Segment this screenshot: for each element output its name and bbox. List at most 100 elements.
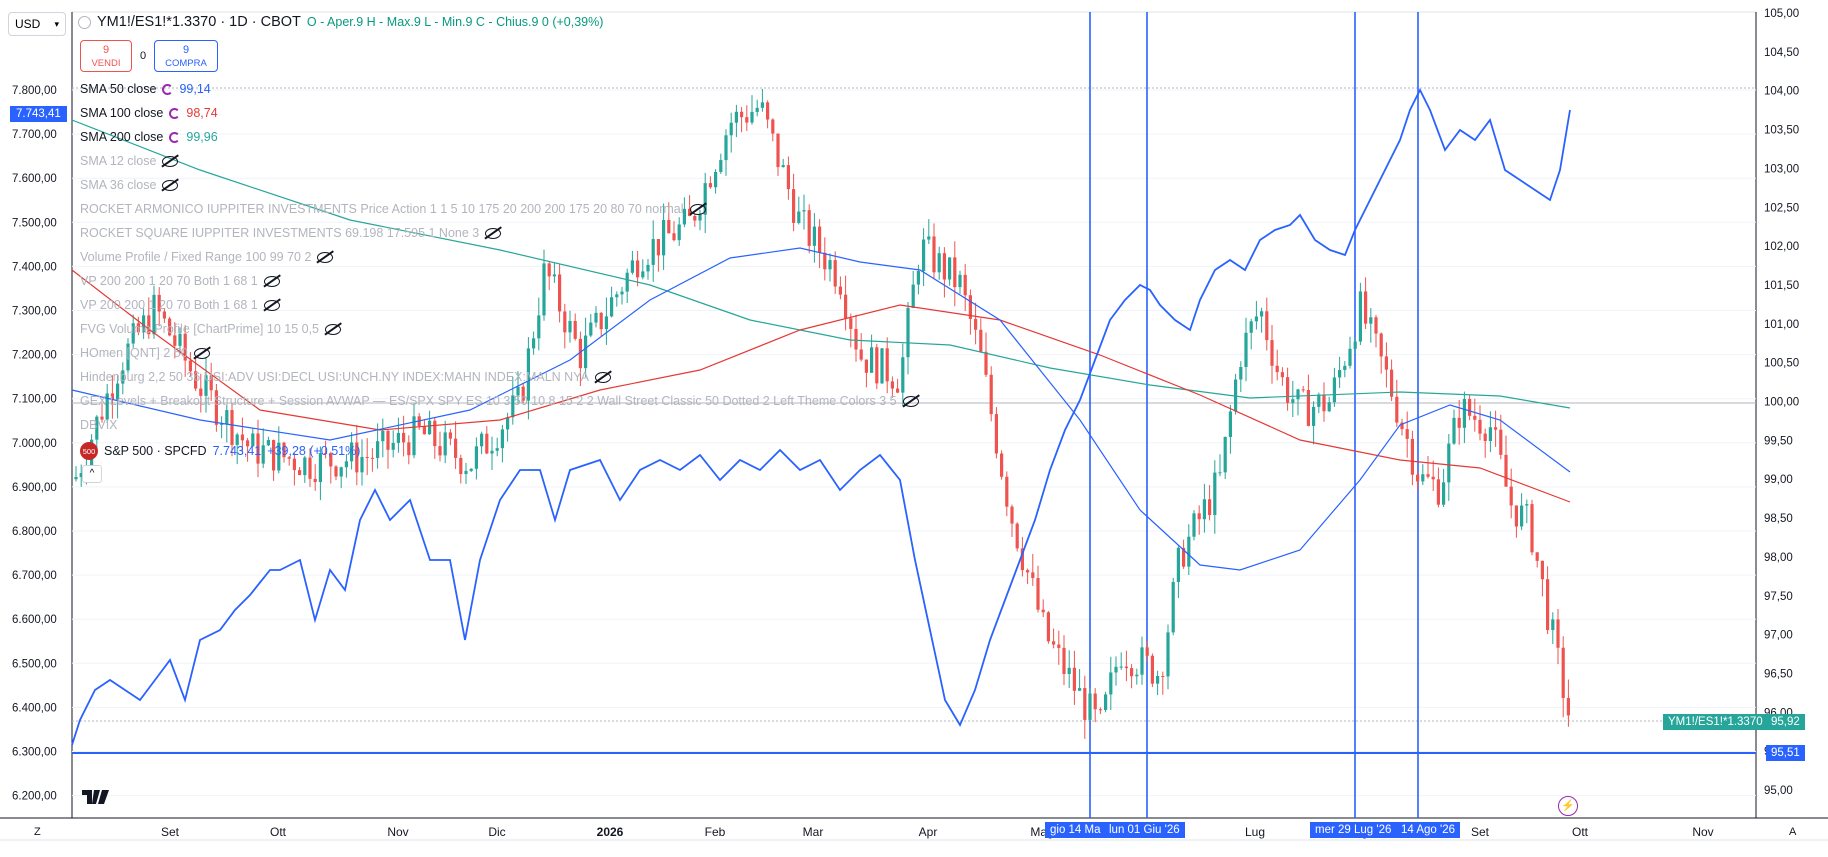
indicator-row[interactable]: Volume Profile / Fixed Range 100 99 70 2	[80, 250, 334, 264]
candle-body	[370, 457, 374, 459]
candle-body	[521, 386, 525, 401]
candle-body	[885, 348, 889, 382]
eye-hidden-icon[interactable]	[325, 323, 341, 335]
candle-body	[636, 260, 640, 278]
indicator-label: ROCKET SQUARE IUPPITER INVESTMENTS 69.19…	[80, 226, 480, 240]
candle-body	[953, 257, 957, 288]
candle-body	[438, 446, 442, 456]
eye-hidden-icon[interactable]	[162, 155, 179, 167]
auto-scale-button[interactable]: A	[1789, 826, 1797, 838]
eye-hidden-icon[interactable]	[485, 227, 502, 239]
candle-body	[786, 165, 790, 190]
candle-body	[110, 393, 114, 400]
candle-body	[1405, 429, 1409, 439]
sell-label: VENDI	[91, 58, 121, 69]
candle-body	[485, 433, 489, 454]
indicator-row[interactable]: SMA 200 close 99,96	[80, 130, 218, 144]
indicator-row[interactable]: SMA 36 close	[80, 178, 179, 192]
candle-body	[1379, 333, 1383, 357]
eye-hidden-icon[interactable]	[902, 395, 919, 407]
eye-hidden-icon[interactable]	[193, 347, 210, 359]
eye-hidden-icon[interactable]	[263, 299, 280, 311]
symbol-title[interactable]: YM1!/ES1!*1.3370 · 1D · CBOT	[97, 14, 301, 30]
indicator-row[interactable]: GEX Levels + Breakout Structure + Sessio…	[80, 394, 919, 408]
candle-body	[963, 274, 967, 296]
indicator-row[interactable]: VP 200 200 1 20 70 Both 1 68 1	[80, 298, 280, 312]
indicator-row[interactable]: DBVIX	[80, 418, 118, 432]
candle-body	[958, 274, 962, 288]
collapse-legend-button[interactable]: ^	[82, 465, 102, 483]
right-axis-label: 101,00	[1764, 319, 1799, 331]
candle-body	[1072, 667, 1076, 691]
indicator-row[interactable]: ROCKET SQUARE IUPPITER INVESTMENTS 69.19…	[80, 226, 502, 240]
candle-body	[542, 263, 546, 316]
indicator-row[interactable]: Hindenburg 2,2 50 36 USI:ADV USI:DECL US…	[80, 370, 611, 384]
candle-body	[147, 315, 151, 335]
x-axis-label: Feb	[705, 825, 726, 839]
indicator-row[interactable]: HOmen [QNT] 2 50	[80, 346, 210, 360]
currency-select[interactable]: USD ▾	[8, 12, 66, 36]
eye-hidden-icon[interactable]	[689, 203, 706, 215]
plot-frame	[71, 11, 1757, 819]
indicator-label: Volume Profile / Fixed Range 100 99 70 2	[80, 250, 312, 264]
candle-body	[1062, 647, 1066, 674]
sell-button[interactable]: 9 VENDI	[80, 40, 132, 72]
eye-hidden-icon[interactable]	[594, 371, 611, 383]
left-axis-label: 6.900,00	[12, 482, 57, 494]
candle-body	[1234, 379, 1238, 412]
candle-body	[1046, 612, 1050, 642]
candle-body	[1447, 443, 1451, 483]
indicator-label: SMA 200 close	[80, 130, 164, 144]
buy-value: 9	[182, 44, 190, 56]
indicator-row[interactable]: SMA 100 close 98,74	[80, 106, 218, 120]
indicator-row[interactable]: ROCKET ARMONICO IUPPITER INVESTMENTS Pri…	[80, 202, 706, 216]
tradingview-logo	[82, 788, 114, 806]
eye-hidden-icon[interactable]	[317, 251, 334, 263]
candle-body	[142, 315, 146, 333]
candle-body	[500, 429, 504, 449]
candle-body	[1390, 369, 1394, 397]
eye-hidden-icon[interactable]	[263, 275, 280, 287]
candle-body	[1041, 609, 1045, 613]
candle-body	[1036, 578, 1040, 610]
candle-body	[1208, 499, 1212, 516]
x-axis-label: Ott	[270, 825, 287, 839]
candle-body	[454, 438, 458, 458]
candle-body	[1416, 474, 1420, 482]
candle-body	[1202, 499, 1206, 520]
candle-body	[948, 257, 952, 280]
refresh-icon[interactable]	[162, 83, 174, 95]
indicator-row[interactable]: SMA 12 close	[80, 154, 179, 168]
candle-body	[1265, 311, 1269, 341]
buy-button[interactable]: 9 COMPRA	[154, 40, 218, 72]
candle-body	[1343, 365, 1347, 370]
lightning-icon[interactable]: ⚡	[1558, 796, 1578, 816]
candle-body	[729, 122, 733, 136]
left-axis-label: 7.400,00	[12, 261, 57, 273]
candle-body	[360, 456, 364, 473]
x-axis-label: 2026	[597, 825, 624, 839]
refresh-icon[interactable]	[169, 131, 181, 143]
candle-body	[1546, 579, 1550, 631]
refresh-icon[interactable]	[169, 107, 181, 119]
compare-legend[interactable]: 500 S&P 500 · SPCFD 7.743,41 +39,28 (+0,…	[80, 442, 360, 460]
candle-body	[266, 440, 270, 446]
candle-body	[672, 233, 676, 241]
right-axis-label: 102,50	[1764, 202, 1799, 214]
candle-body	[766, 102, 770, 120]
candle-body	[1364, 291, 1368, 324]
candle-body	[693, 215, 697, 221]
candle-body	[802, 210, 806, 212]
eye-hidden-icon[interactable]	[162, 179, 179, 191]
left-axis-label: 6.700,00	[12, 570, 57, 582]
indicator-row[interactable]: FVG Volume Profile [ChartPrime] 10 15 0,…	[80, 322, 341, 336]
right-axis-label: 99,50	[1764, 435, 1793, 447]
candle-body	[584, 335, 588, 369]
indicator-row[interactable]: SMA 50 close 99,14	[80, 82, 211, 96]
candle-body	[1494, 427, 1498, 430]
zoom-button[interactable]: Z	[34, 826, 41, 838]
indicator-row[interactable]: VP 200 200 1 20 70 Both 1 68 1	[80, 274, 280, 288]
right-axis-label: 95,00	[1764, 785, 1793, 797]
candle-body	[324, 453, 328, 455]
